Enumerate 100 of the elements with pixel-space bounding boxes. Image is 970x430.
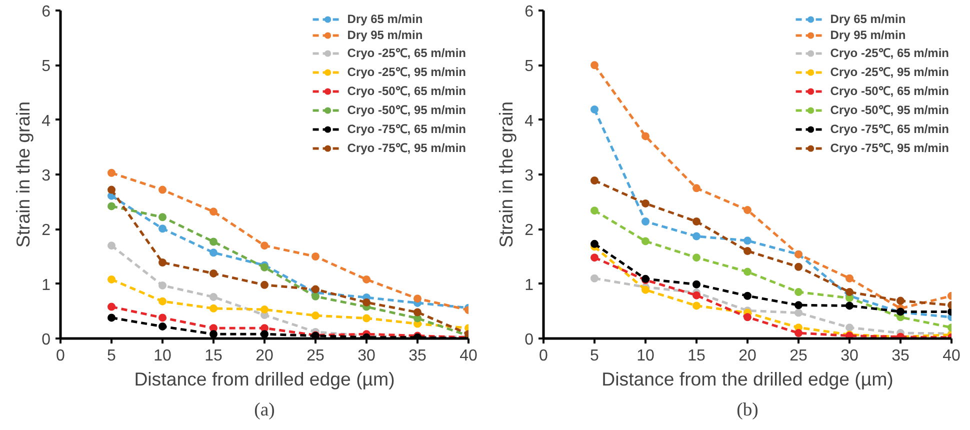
point (692, 291, 700, 300)
x-tick-label: 35 (892, 348, 910, 364)
point (744, 313, 752, 322)
point (210, 238, 218, 246)
point (210, 330, 218, 338)
y-tick-label: 0 (524, 332, 534, 348)
x-tick-label: 35 (408, 348, 426, 364)
point (158, 213, 166, 222)
point (846, 274, 854, 282)
x-tick-label: 25 (790, 348, 808, 364)
point (590, 240, 598, 248)
legend-label: Cryo -25℃, 95 m/min (830, 64, 949, 80)
point (642, 199, 650, 208)
x-tick-label: 0 (539, 348, 548, 364)
point (642, 237, 650, 246)
y-tick-label: 5 (524, 58, 534, 76)
x-tick-label: 10 (636, 348, 654, 364)
x-tick-label: 30 (358, 348, 376, 364)
point (692, 254, 700, 262)
y-tick-label: 1 (524, 276, 534, 294)
point (108, 186, 116, 194)
point (108, 302, 116, 311)
point (210, 269, 218, 278)
point (590, 61, 598, 70)
point (260, 242, 268, 250)
legend-label: Cryo -25℃, 65 m/min (347, 45, 466, 61)
point (108, 168, 116, 177)
y-axis-title: Strain in the grain (12, 101, 34, 248)
legend-label: Cryo -50℃, 95 m/min (347, 102, 466, 118)
y-axis-title: Strain in the grain (496, 101, 517, 248)
point (744, 292, 752, 300)
y-tick-label: 3 (524, 168, 534, 184)
point (642, 132, 650, 140)
point (260, 280, 268, 289)
legend-label: Cryo -50℃, 95 m/min (830, 102, 949, 118)
point (158, 224, 166, 233)
point (692, 232, 700, 240)
x-tick-label: 15 (688, 348, 706, 364)
point (846, 288, 854, 296)
point (794, 308, 802, 317)
point (362, 298, 370, 306)
point (590, 176, 598, 185)
x-tick-label: 5 (107, 348, 116, 364)
y-tick-label: 6 (524, 4, 534, 20)
text: (b) (736, 400, 758, 420)
legend-label: Dry 95 m/min (830, 28, 906, 42)
x-tick-label: 40 (942, 348, 960, 364)
x-tick-label: 20 (738, 348, 756, 364)
legend-label: Cryo -75℃, 65 m/min (347, 121, 466, 137)
point (692, 302, 700, 310)
x-tick-label: 25 (306, 348, 324, 364)
point (210, 208, 218, 216)
legend-label: Dry 65 m/min (830, 12, 906, 26)
point (590, 254, 598, 262)
x-tick-label: 15 (204, 348, 222, 364)
y-tick-label: 4 (524, 112, 534, 130)
x-axis-title: Distance from the drilled edge (µm) (602, 368, 894, 390)
point (210, 292, 218, 301)
point (744, 206, 752, 214)
point (590, 206, 598, 215)
point (846, 302, 854, 310)
point (362, 314, 370, 322)
point (642, 218, 650, 226)
x-axis-title: Distance from drilled edge (µm) (134, 368, 395, 390)
point (692, 218, 700, 226)
point (158, 297, 166, 306)
point (692, 184, 700, 192)
legend-label: Cryo -75℃, 95 m/min (830, 140, 949, 156)
point (158, 281, 166, 290)
point (210, 304, 218, 312)
y-tick-label: 6 (42, 4, 51, 20)
y-tick-label: 2 (42, 222, 51, 240)
x-tick-label: 0 (56, 348, 66, 364)
legend-label: Cryo -25℃, 65 m/min (830, 45, 949, 61)
point (312, 252, 320, 260)
point (108, 275, 116, 284)
point (260, 330, 268, 338)
x-tick-label: 30 (840, 348, 858, 364)
x-tick-label: 10 (154, 348, 172, 364)
y-tick-label: 0 (42, 332, 51, 348)
y-tick-label: 5 (42, 58, 51, 76)
legend-label: Cryo -50℃, 65 m/min (347, 83, 466, 99)
y-tick-label: 2 (524, 222, 534, 240)
point (414, 294, 422, 303)
point (794, 329, 802, 338)
point (744, 236, 752, 245)
point (590, 274, 598, 282)
legend-label: Cryo -75℃, 65 m/min (830, 121, 949, 137)
point (158, 322, 166, 330)
point (794, 288, 802, 296)
point (642, 286, 650, 294)
y-tick-label: 4 (42, 112, 51, 130)
point (744, 247, 752, 256)
point (108, 242, 116, 250)
legend-label: Dry 65 m/min (347, 12, 423, 26)
point (312, 312, 320, 320)
point (794, 262, 802, 271)
point (846, 324, 854, 332)
point (362, 275, 370, 284)
y-tick-label: 3 (42, 168, 51, 184)
